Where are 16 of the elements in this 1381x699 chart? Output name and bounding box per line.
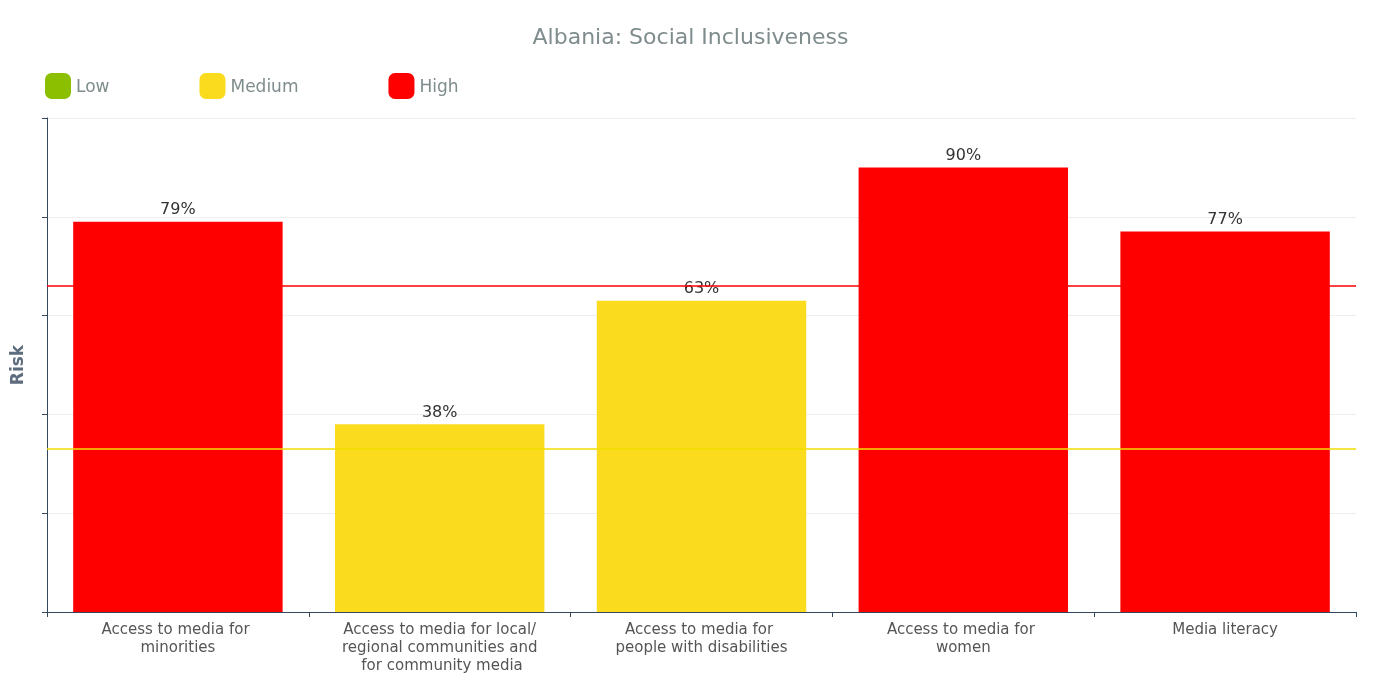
legend-label: Low xyxy=(76,76,110,96)
data-label: 79% xyxy=(160,199,196,219)
y-axis-title: Risk xyxy=(6,344,27,386)
data-label: 90% xyxy=(945,144,982,164)
legend-label: High xyxy=(419,76,459,96)
x-tick-label: Access to media for women xyxy=(886,620,1040,656)
bar xyxy=(596,300,807,612)
x-tick-label: Access to media for local/regional communities and for community media xyxy=(341,620,538,674)
data-label: 38% xyxy=(421,401,458,421)
x-tick-label: Access to media for minorities xyxy=(101,620,255,656)
bar xyxy=(334,424,545,612)
legend-label: Medium xyxy=(230,76,299,96)
data-label: 77% xyxy=(1207,209,1243,229)
x-tick-label: Media literacy xyxy=(1172,620,1279,638)
chart-title: Albania: Social Inclusiveness xyxy=(532,23,849,49)
x-tick-label: Access to media for people with disabilities xyxy=(615,620,788,656)
